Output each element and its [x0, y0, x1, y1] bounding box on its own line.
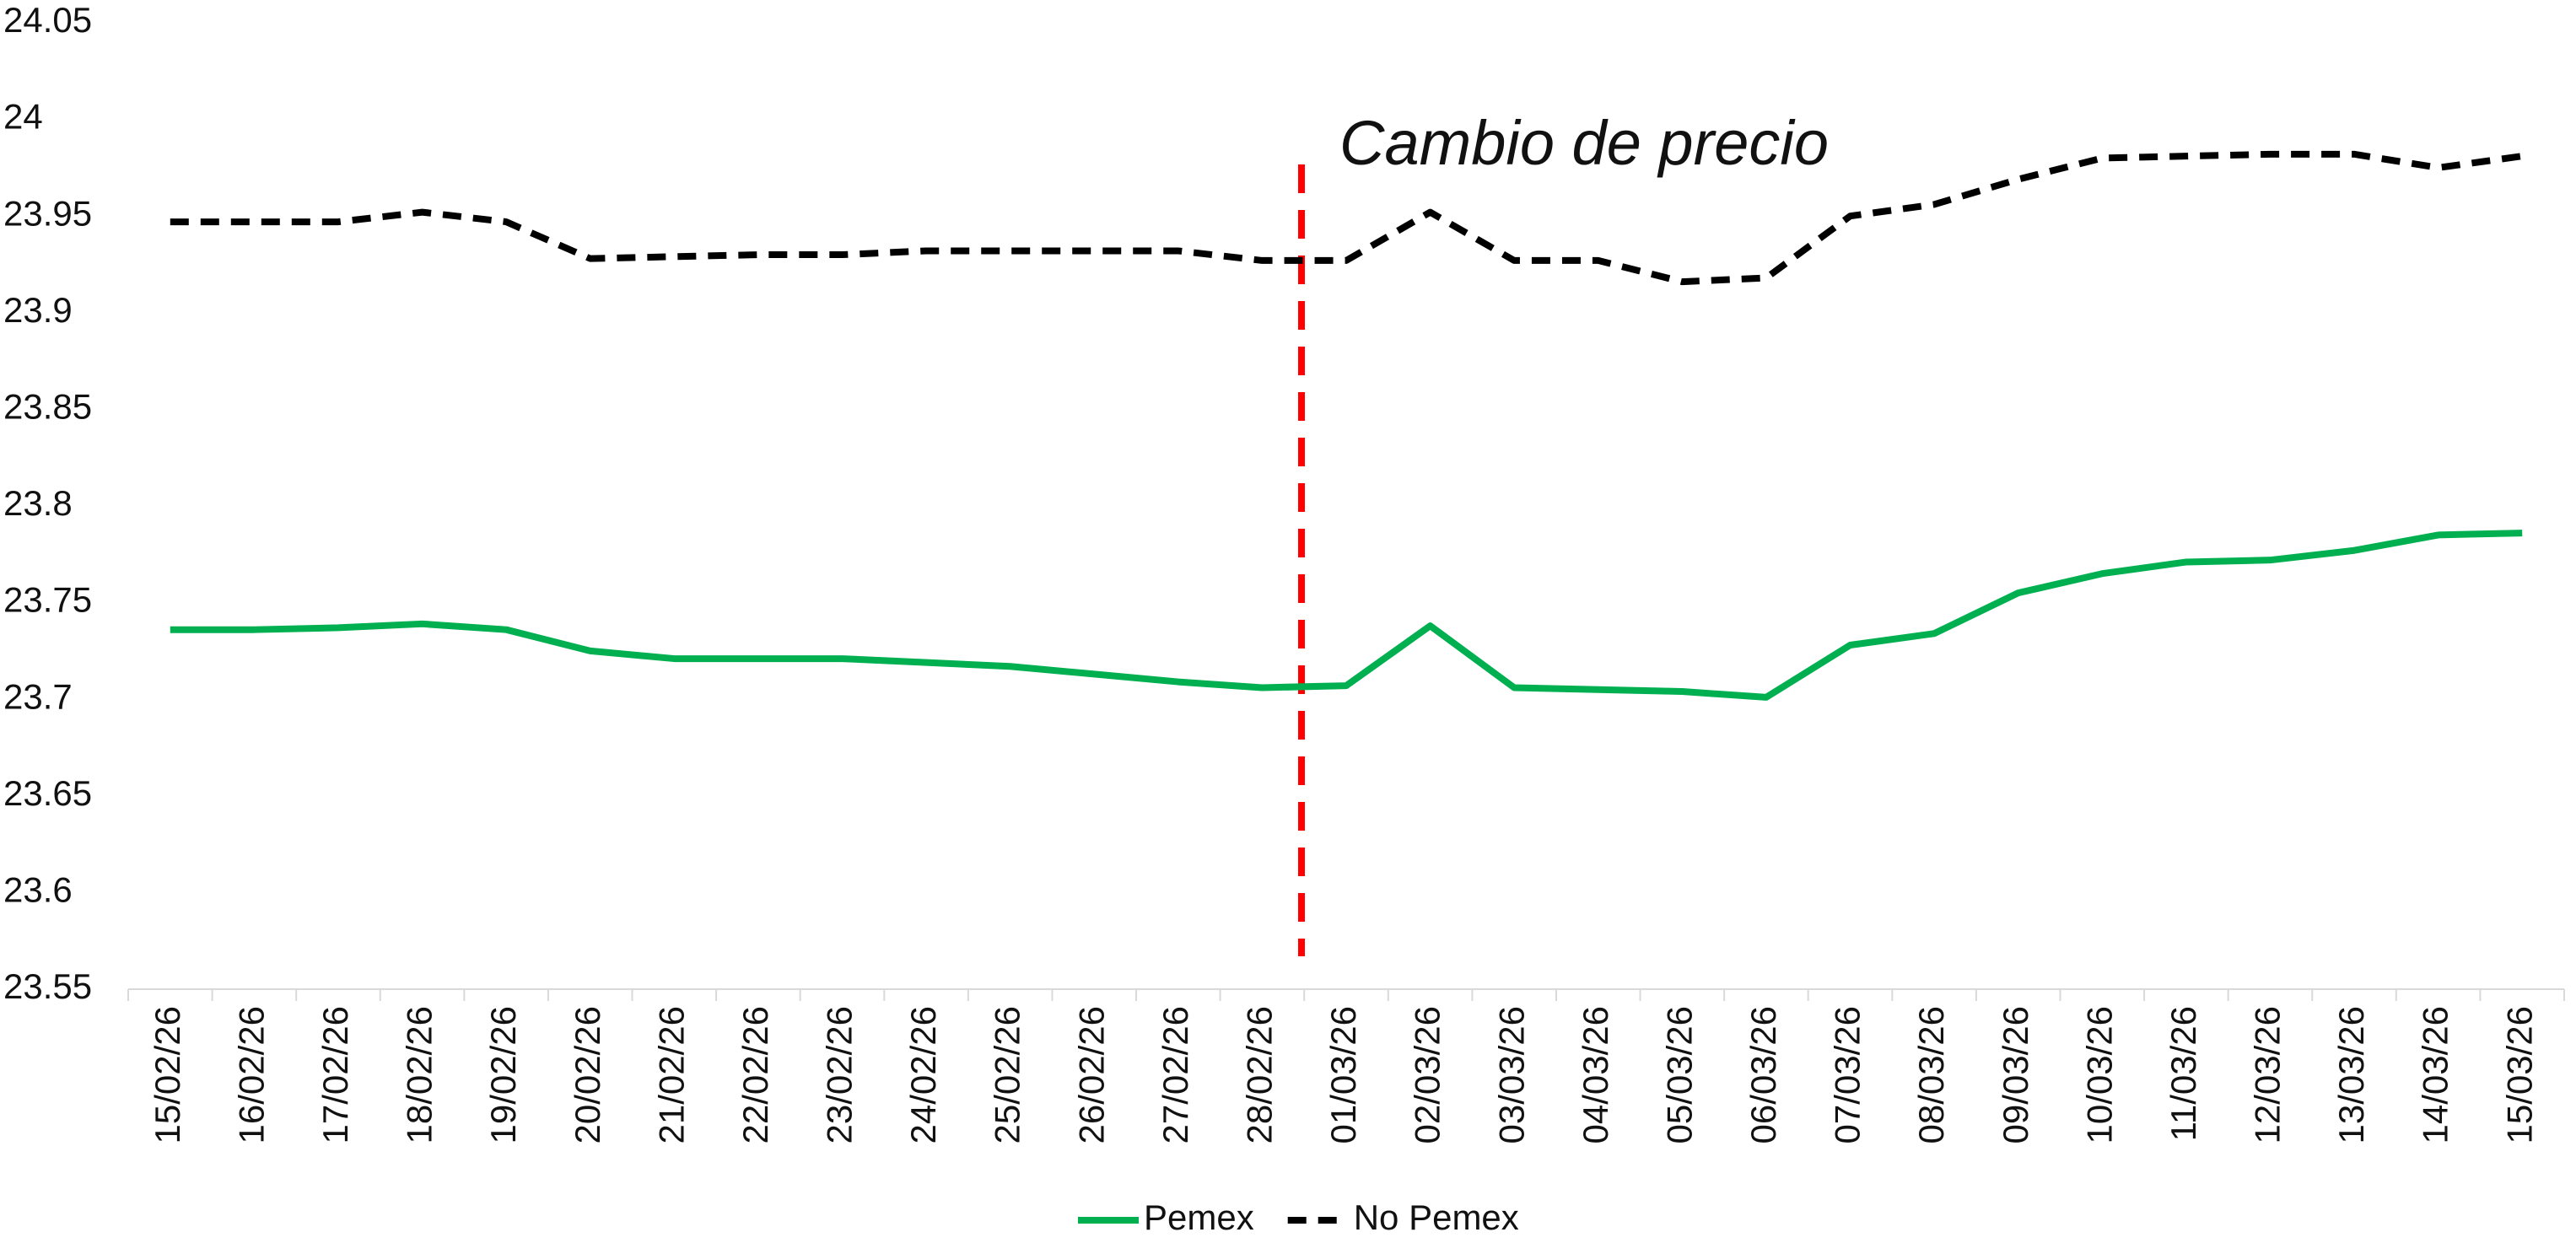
x-tick-label: 24/02/26 — [903, 1006, 943, 1144]
x-tick-label: 06/03/26 — [1743, 1006, 1783, 1144]
x-tick-label: 01/03/26 — [1323, 1006, 1363, 1144]
x-tick-label: 16/02/26 — [231, 1006, 271, 1144]
x-tick-label: 12/03/26 — [2248, 1006, 2288, 1144]
x-tick-label: 09/03/26 — [1996, 1006, 2035, 1144]
y-tick-label: 23.65 — [3, 773, 92, 813]
x-tick-label: 07/03/26 — [1828, 1006, 1867, 1144]
x-tick-label: 21/02/26 — [651, 1006, 691, 1144]
x-tick-label: 22/02/26 — [736, 1006, 775, 1144]
x-tick-label: 10/03/26 — [2079, 1006, 2119, 1144]
y-tick-label: 24.05 — [3, 0, 92, 40]
legend-label: No Pemex — [1354, 1197, 1519, 1237]
x-tick-label: 04/03/26 — [1576, 1006, 1615, 1144]
x-tick-label: 15/02/26 — [148, 1006, 187, 1144]
x-tick-label: 23/02/26 — [820, 1006, 860, 1144]
y-tick-label: 23.55 — [3, 966, 92, 1006]
y-tick-label: 23.8 — [3, 483, 73, 523]
x-tick-label: 02/03/26 — [1408, 1006, 1447, 1144]
x-tick-label: 19/02/26 — [483, 1006, 523, 1144]
series-line — [170, 150, 2523, 286]
x-tick-label: 27/02/26 — [1156, 1006, 1195, 1144]
legend-label: Pemex — [1144, 1197, 1254, 1237]
y-tick-label: 23.7 — [3, 676, 73, 716]
y-tick-label: 24 — [3, 97, 43, 137]
y-tick-label: 23.6 — [3, 869, 73, 909]
x-tick-label: 26/02/26 — [1071, 1006, 1111, 1144]
x-tick-label: 03/03/26 — [1491, 1006, 1531, 1144]
y-tick-label: 23.9 — [3, 290, 73, 330]
series-line — [170, 530, 2523, 701]
x-tick-label: 08/03/26 — [1911, 1006, 1951, 1144]
x-tick-label: 14/03/26 — [2416, 1006, 2455, 1144]
y-tick-label: 23.85 — [3, 386, 92, 426]
x-tick-label: 20/02/26 — [568, 1006, 607, 1144]
x-tick-label: 17/02/26 — [315, 1006, 355, 1144]
y-tick-label: 23.75 — [3, 580, 92, 620]
x-tick-label: 13/03/26 — [2331, 1006, 2371, 1144]
x-tick-label: 11/03/26 — [2164, 1006, 2203, 1141]
y-tick-label: 23.95 — [3, 193, 92, 233]
x-tick-label: 05/03/26 — [1659, 1006, 1699, 1144]
x-tick-label: 15/03/26 — [2499, 1006, 2539, 1144]
x-tick-label: 18/02/26 — [400, 1006, 439, 1144]
x-tick-label: 28/02/26 — [1240, 1006, 1280, 1144]
x-tick-label: 25/02/26 — [988, 1006, 1027, 1144]
annotation: Cambio de precio — [1339, 108, 1829, 178]
